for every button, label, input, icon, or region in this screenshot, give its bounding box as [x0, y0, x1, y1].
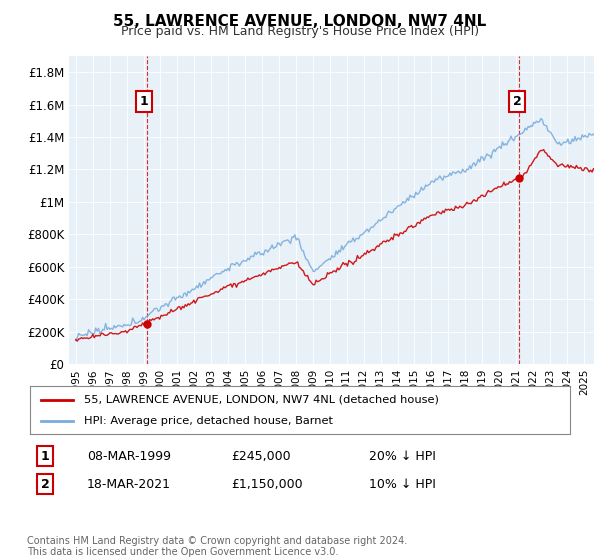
Text: Contains HM Land Registry data © Crown copyright and database right 2024.
This d: Contains HM Land Registry data © Crown c…	[27, 535, 407, 557]
Text: 2: 2	[41, 478, 49, 491]
Text: HPI: Average price, detached house, Barnet: HPI: Average price, detached house, Barn…	[84, 416, 333, 426]
Text: 2: 2	[512, 95, 521, 108]
Text: 08-MAR-1999: 08-MAR-1999	[87, 450, 171, 463]
Text: 1: 1	[140, 95, 149, 108]
Text: £1,150,000: £1,150,000	[231, 478, 302, 491]
Text: 18-MAR-2021: 18-MAR-2021	[87, 478, 171, 491]
Text: 55, LAWRENCE AVENUE, LONDON, NW7 4NL (detached house): 55, LAWRENCE AVENUE, LONDON, NW7 4NL (de…	[84, 395, 439, 405]
Text: Price paid vs. HM Land Registry's House Price Index (HPI): Price paid vs. HM Land Registry's House …	[121, 25, 479, 38]
Text: 1: 1	[41, 450, 49, 463]
Text: 20% ↓ HPI: 20% ↓ HPI	[369, 450, 436, 463]
Text: £245,000: £245,000	[231, 450, 290, 463]
Text: 55, LAWRENCE AVENUE, LONDON, NW7 4NL: 55, LAWRENCE AVENUE, LONDON, NW7 4NL	[113, 14, 487, 29]
Text: 10% ↓ HPI: 10% ↓ HPI	[369, 478, 436, 491]
